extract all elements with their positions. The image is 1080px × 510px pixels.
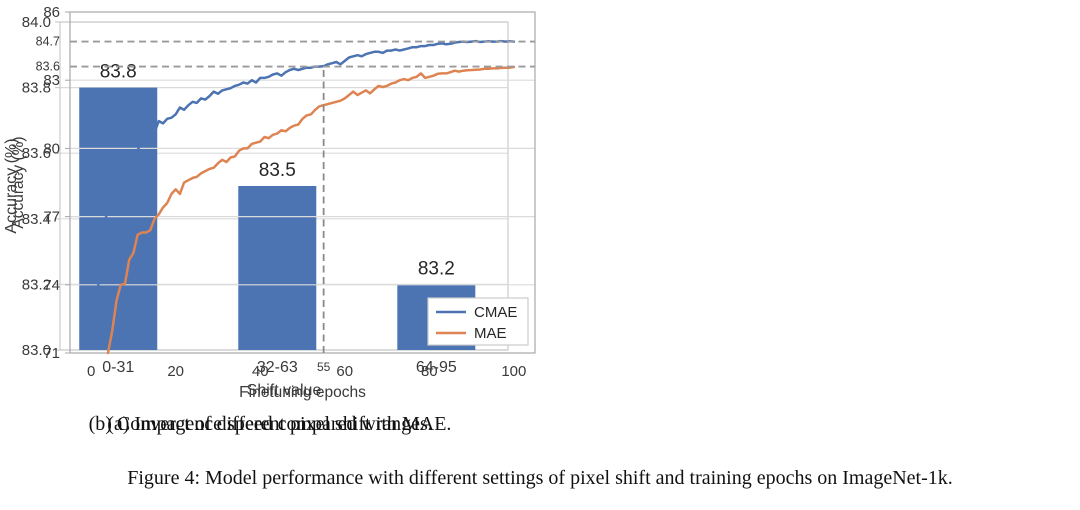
y-tick-label: 83.8: [22, 80, 51, 97]
y-tick-label: 83.4: [22, 211, 51, 228]
plot-border: [69, 11, 536, 354]
y-tick-label: 84.0: [22, 14, 51, 31]
y-tick-label: 74: [43, 277, 60, 294]
x-tick-label: 100: [501, 363, 526, 380]
subcaption-b: (b) Convergence speed compared with MAE.: [88, 413, 452, 435]
x-tick-label: 0-31: [102, 359, 134, 376]
x-tick-label: 80: [421, 363, 438, 380]
x-axis-label: Shift value: [247, 382, 322, 399]
legend-box: [427, 297, 529, 346]
hline-tick-label: 83.6: [36, 60, 60, 74]
x-tick-label: 60: [336, 363, 353, 380]
x-tick-label: 32-63: [257, 359, 298, 376]
figure-caption: Figure 4: Model performance with differe…: [127, 467, 953, 489]
mae-line: [106, 65, 516, 355]
y-tick-label: 80: [43, 140, 60, 157]
y-tick-label: 83: [43, 72, 60, 89]
x-tick-label: 64-95: [416, 359, 457, 376]
legend-label-mae: MAE: [474, 325, 507, 342]
y-tick-label: 86: [43, 4, 60, 21]
x-tick-label: 20: [167, 363, 184, 380]
y-tick-label: 77: [43, 209, 60, 226]
y-tick-label: 83.2: [22, 276, 51, 293]
y-tick-label: 83.0: [22, 342, 51, 359]
bar-value-label: 83.5: [259, 160, 296, 181]
y-axis-label: Accuracy (%): [3, 138, 20, 233]
x-tick-label: 40: [252, 363, 269, 380]
x-axis-label: Finetuning epochs: [239, 384, 366, 401]
x-tick-label: 0: [87, 363, 95, 380]
line-chart-convergence: 71 74 77 80 83 86 0 20 40 60 80 100 84.7 83.6 55 CMAE MA…: [10, 4, 536, 401]
bar-32-63: [238, 186, 317, 350]
cmae-line: [94, 39, 516, 325]
vline-tick-label: 55: [317, 360, 331, 374]
bar-value-label: 83.2: [418, 258, 455, 279]
hline-tick-label: 84.7: [36, 35, 60, 49]
y-tick-label: 83.6: [22, 145, 51, 162]
y-axis-label: Accuracy (%): [10, 136, 27, 228]
bar-0-31: [79, 87, 158, 350]
legend-label-cmae: CMAE: [474, 304, 517, 321]
y-tick-label: 71: [43, 345, 60, 362]
subcaption-a: (a) Impact of different pixel shift rang…: [107, 413, 433, 435]
